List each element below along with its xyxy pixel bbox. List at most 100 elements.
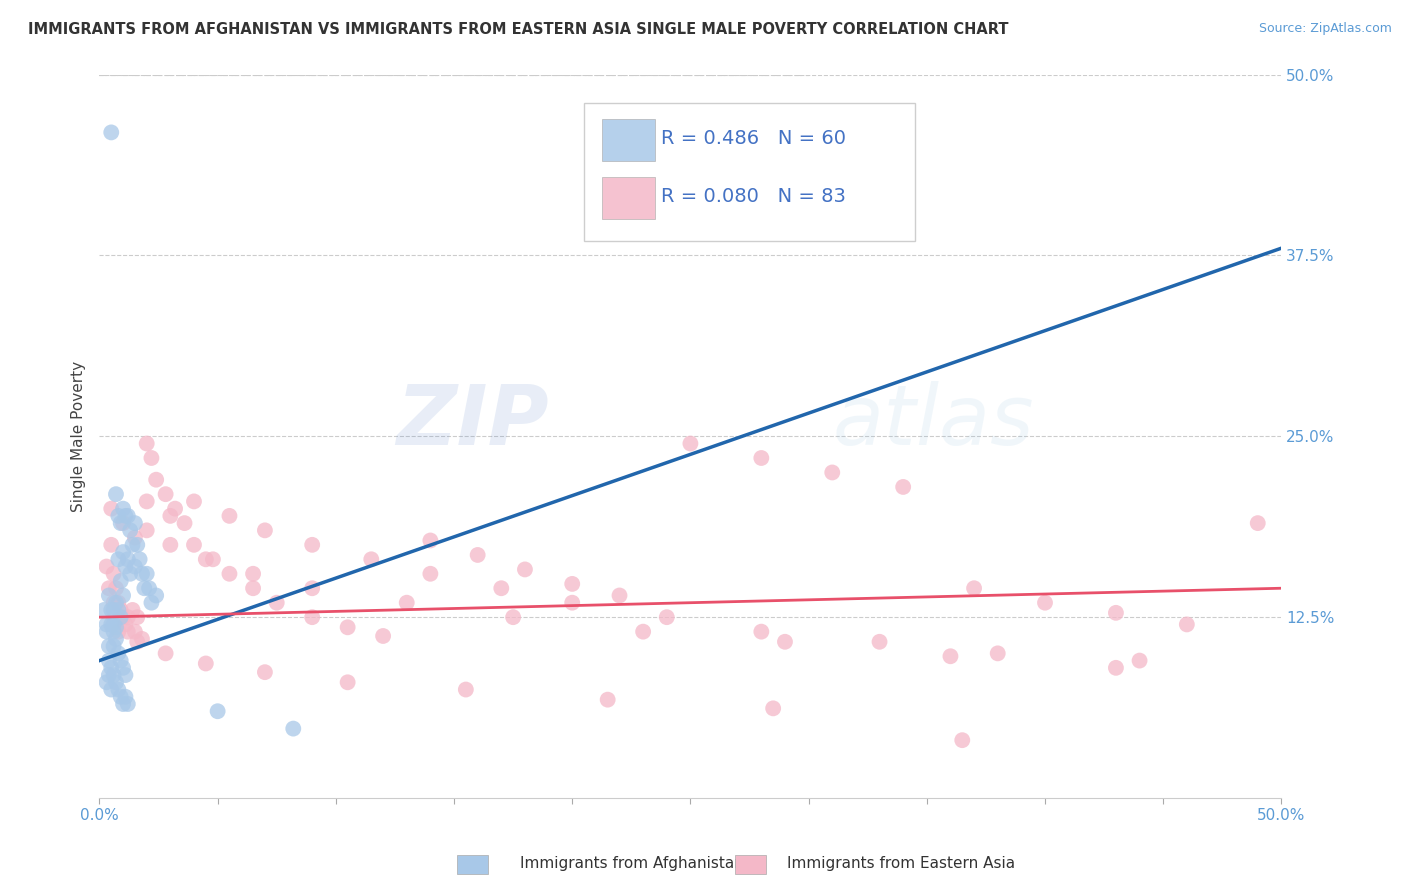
Text: R = 0.486   N = 60: R = 0.486 N = 60 bbox=[661, 128, 846, 148]
Point bbox=[183, 494, 205, 508]
Point bbox=[124, 624, 146, 639]
Point bbox=[97, 668, 120, 682]
Point bbox=[100, 617, 122, 632]
Point bbox=[120, 524, 142, 538]
Point bbox=[100, 603, 122, 617]
Point bbox=[110, 516, 132, 530]
Text: Source: ZipAtlas.com: Source: ZipAtlas.com bbox=[1258, 22, 1392, 36]
Point bbox=[97, 581, 120, 595]
Point bbox=[502, 610, 524, 624]
Point bbox=[749, 450, 772, 465]
Point bbox=[134, 581, 156, 595]
Point bbox=[135, 524, 157, 538]
Point bbox=[159, 508, 181, 523]
Point bbox=[138, 581, 160, 595]
Point bbox=[561, 577, 583, 591]
Point bbox=[145, 473, 167, 487]
Point bbox=[749, 624, 772, 639]
FancyBboxPatch shape bbox=[583, 103, 915, 241]
Point bbox=[207, 704, 229, 718]
Point bbox=[107, 624, 129, 639]
Point bbox=[103, 668, 125, 682]
Point bbox=[114, 559, 136, 574]
Point bbox=[110, 574, 132, 588]
Point bbox=[96, 617, 118, 632]
FancyBboxPatch shape bbox=[602, 120, 655, 161]
Point bbox=[96, 624, 118, 639]
Point bbox=[127, 610, 149, 624]
Text: atlas: atlas bbox=[832, 381, 1033, 462]
Point bbox=[107, 508, 129, 523]
Point bbox=[194, 552, 217, 566]
Text: IMMIGRANTS FROM AFGHANISTAN VS IMMIGRANTS FROM EASTERN ASIA SINGLE MALE POVERTY : IMMIGRANTS FROM AFGHANISTAN VS IMMIGRANT… bbox=[28, 22, 1008, 37]
Point bbox=[419, 533, 441, 548]
Point bbox=[104, 620, 127, 634]
Point bbox=[104, 487, 127, 501]
Point bbox=[596, 692, 619, 706]
Point bbox=[104, 596, 127, 610]
Point bbox=[1247, 516, 1270, 530]
Point bbox=[939, 649, 962, 664]
Point bbox=[135, 566, 157, 581]
Point bbox=[121, 538, 143, 552]
Point bbox=[301, 581, 323, 595]
Point bbox=[107, 603, 129, 617]
Point bbox=[183, 538, 205, 552]
Point bbox=[131, 632, 153, 646]
Point bbox=[609, 589, 631, 603]
Point bbox=[110, 610, 132, 624]
Point bbox=[100, 125, 122, 139]
Point bbox=[141, 596, 163, 610]
Point bbox=[491, 581, 513, 595]
FancyBboxPatch shape bbox=[602, 178, 655, 219]
Point bbox=[114, 690, 136, 704]
Point bbox=[124, 516, 146, 530]
Point bbox=[253, 665, 276, 680]
Point bbox=[201, 552, 224, 566]
Point bbox=[987, 646, 1010, 660]
Point bbox=[96, 675, 118, 690]
Point bbox=[110, 690, 132, 704]
Y-axis label: Single Male Poverty: Single Male Poverty bbox=[72, 360, 86, 512]
Point bbox=[513, 562, 536, 576]
Point bbox=[103, 639, 125, 653]
Point bbox=[1105, 661, 1128, 675]
Point bbox=[869, 634, 891, 648]
Point bbox=[114, 668, 136, 682]
Point bbox=[104, 675, 127, 690]
Point bbox=[454, 682, 477, 697]
Point bbox=[117, 508, 139, 523]
Point bbox=[336, 620, 359, 634]
Point bbox=[103, 603, 125, 617]
Point bbox=[950, 733, 973, 747]
Point bbox=[117, 610, 139, 624]
Point bbox=[159, 538, 181, 552]
Point bbox=[107, 596, 129, 610]
Point bbox=[117, 552, 139, 566]
Point bbox=[107, 682, 129, 697]
Point bbox=[124, 531, 146, 545]
Point bbox=[963, 581, 986, 595]
Point bbox=[117, 624, 139, 639]
Point bbox=[97, 654, 120, 668]
Point bbox=[218, 508, 240, 523]
Point bbox=[120, 566, 142, 581]
Text: R = 0.080   N = 83: R = 0.080 N = 83 bbox=[661, 186, 846, 205]
Point bbox=[165, 501, 187, 516]
Point bbox=[561, 596, 583, 610]
Point bbox=[112, 661, 135, 675]
Point bbox=[395, 596, 418, 610]
Point bbox=[117, 697, 139, 711]
Point bbox=[127, 634, 149, 648]
Point bbox=[173, 516, 195, 530]
Point bbox=[112, 501, 135, 516]
Point bbox=[155, 646, 177, 660]
Point bbox=[773, 634, 796, 648]
Point bbox=[266, 596, 288, 610]
Point bbox=[103, 596, 125, 610]
Text: Immigrants from Eastern Asia: Immigrants from Eastern Asia bbox=[787, 856, 1015, 871]
Point bbox=[1033, 596, 1056, 610]
Point bbox=[114, 508, 136, 523]
Text: ZIP: ZIP bbox=[396, 381, 548, 462]
Point bbox=[131, 566, 153, 581]
